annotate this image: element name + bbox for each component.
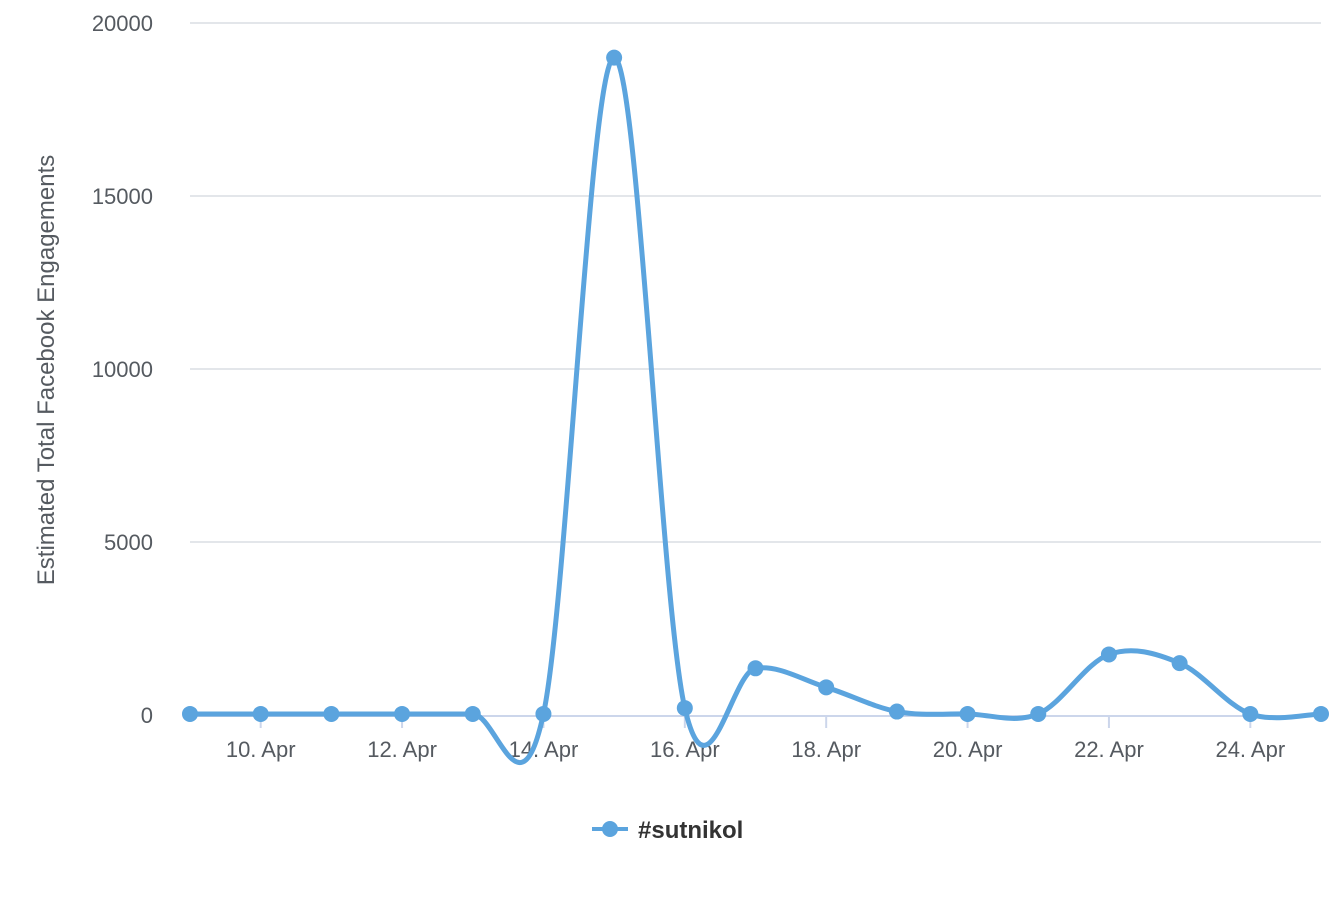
data-point-17-apr[interactable]: [747, 660, 764, 677]
legend-marker-swatch: [602, 821, 618, 837]
data-point-18-apr[interactable]: [818, 679, 835, 696]
data-point-20-apr[interactable]: [959, 705, 976, 722]
y-tick-label-5000: 5000: [104, 530, 153, 555]
legend-label: #sutnikol: [638, 817, 743, 844]
data-point-22-apr[interactable]: [1100, 646, 1117, 663]
y-axis-tick-labels: 0 5000 10000 15000 20000: [92, 11, 153, 728]
x-tick-label-12: 12. Apr: [367, 737, 437, 762]
x-tick-label-10: 10. Apr: [226, 737, 296, 762]
gridlines: [190, 22, 1321, 543]
data-point-25-apr[interactable]: [1313, 705, 1329, 722]
x-tick-label-18: 18. Apr: [791, 737, 861, 762]
x-tick-label-14: 14. Apr: [509, 737, 579, 762]
data-point-16-apr[interactable]: [676, 700, 693, 717]
data-point-11-apr[interactable]: [323, 705, 340, 722]
x-axis: 10. Apr 12. Apr 14. Apr 16. Apr 18. Apr 20. A…: [190, 715, 1321, 762]
y-tick-label-20000: 20000: [92, 11, 153, 36]
data-point-24-apr[interactable]: [1242, 705, 1259, 722]
series-line-0: [187, 55, 1324, 765]
y-tick-label-10000: 10000: [92, 357, 153, 382]
x-tick-label-22: 22. Apr: [1074, 737, 1144, 762]
series-layer: [182, 49, 1329, 765]
data-point-10-apr[interactable]: [252, 705, 269, 722]
x-tick-label-20: 20. Apr: [933, 737, 1003, 762]
data-point-21-apr[interactable]: [1030, 705, 1047, 722]
legend[interactable]: #sutnikol: [592, 817, 743, 844]
data-point-14-apr[interactable]: [535, 705, 552, 722]
y-tick-label-15000: 15000: [92, 184, 153, 209]
data-point-13-apr[interactable]: [464, 705, 481, 722]
data-point-12-apr[interactable]: [394, 705, 411, 722]
data-point-15-apr[interactable]: [606, 49, 623, 66]
y-tick-label-0: 0: [141, 703, 153, 728]
data-point-9-apr[interactable]: [182, 705, 198, 722]
data-point-19-apr[interactable]: [888, 703, 905, 720]
data-point-23-apr[interactable]: [1171, 655, 1188, 672]
y-axis-label: Estimated Total Facebook Engagements: [33, 155, 60, 585]
x-tick-label-24: 24. Apr: [1215, 737, 1285, 762]
